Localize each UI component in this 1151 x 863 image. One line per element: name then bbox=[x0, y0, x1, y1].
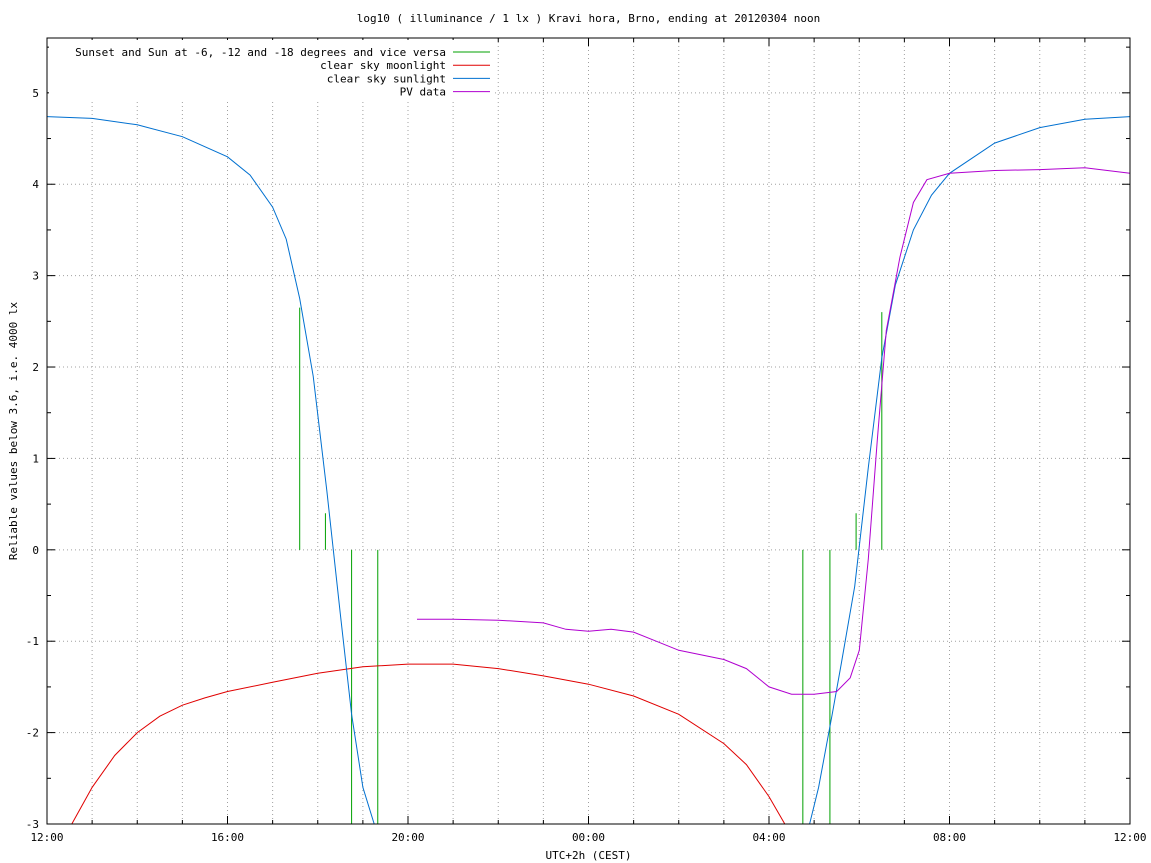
series-3 bbox=[417, 167, 1131, 695]
x-tick-label: 08:00 bbox=[933, 831, 966, 844]
y-tick-label: -1 bbox=[26, 635, 39, 648]
y-tick-label: -3 bbox=[26, 818, 39, 831]
legend-entry-label: Sunset and Sun at -6, -12 and -18 degree… bbox=[75, 46, 446, 59]
x-tick-label: 04:00 bbox=[752, 831, 785, 844]
legend-entry-label: PV data bbox=[400, 86, 446, 99]
chart-title: log10 ( illuminance / 1 lx ) Kravi hora,… bbox=[357, 12, 821, 25]
y-tick-label: 0 bbox=[32, 544, 39, 557]
y-tick-label: 4 bbox=[32, 178, 39, 191]
legend-background bbox=[49, 40, 495, 102]
x-tick-label: 12:00 bbox=[1113, 831, 1146, 844]
grid-lines bbox=[47, 38, 1130, 824]
x-tick-label: 00:00 bbox=[572, 831, 605, 844]
tick-marks: -3 -2 -1 0 1 2 3 4 5 12:00 16:00 20:00 00:00 04:00 08:… bbox=[26, 38, 1147, 844]
legend: Sunset and Sun at -6, -12 and -18 degree… bbox=[49, 40, 495, 102]
x-axis-label: UTC+2h (CEST) bbox=[545, 849, 631, 862]
x-tick-label: 12:00 bbox=[30, 831, 63, 844]
series-line bbox=[71, 663, 786, 825]
legend-entry-label: clear sky sunlight bbox=[327, 72, 446, 85]
series-1 bbox=[71, 663, 786, 825]
y-tick-label: 1 bbox=[32, 452, 39, 465]
legend-entry-label: clear sky moonlight bbox=[320, 59, 446, 72]
x-tick-label: 16:00 bbox=[211, 831, 244, 844]
series-0 bbox=[299, 307, 883, 824]
y-tick-label: 2 bbox=[32, 361, 39, 374]
series-line bbox=[417, 167, 1131, 695]
y-axis-label: Reliable values below 3.6, i.e. 4000 lx bbox=[7, 301, 20, 560]
y-tick-label: 5 bbox=[32, 87, 39, 100]
x-tick-label: 20:00 bbox=[391, 831, 424, 844]
y-tick-label: -2 bbox=[26, 727, 39, 740]
series-layer bbox=[46, 116, 1131, 825]
y-tick-label: 3 bbox=[32, 270, 39, 283]
